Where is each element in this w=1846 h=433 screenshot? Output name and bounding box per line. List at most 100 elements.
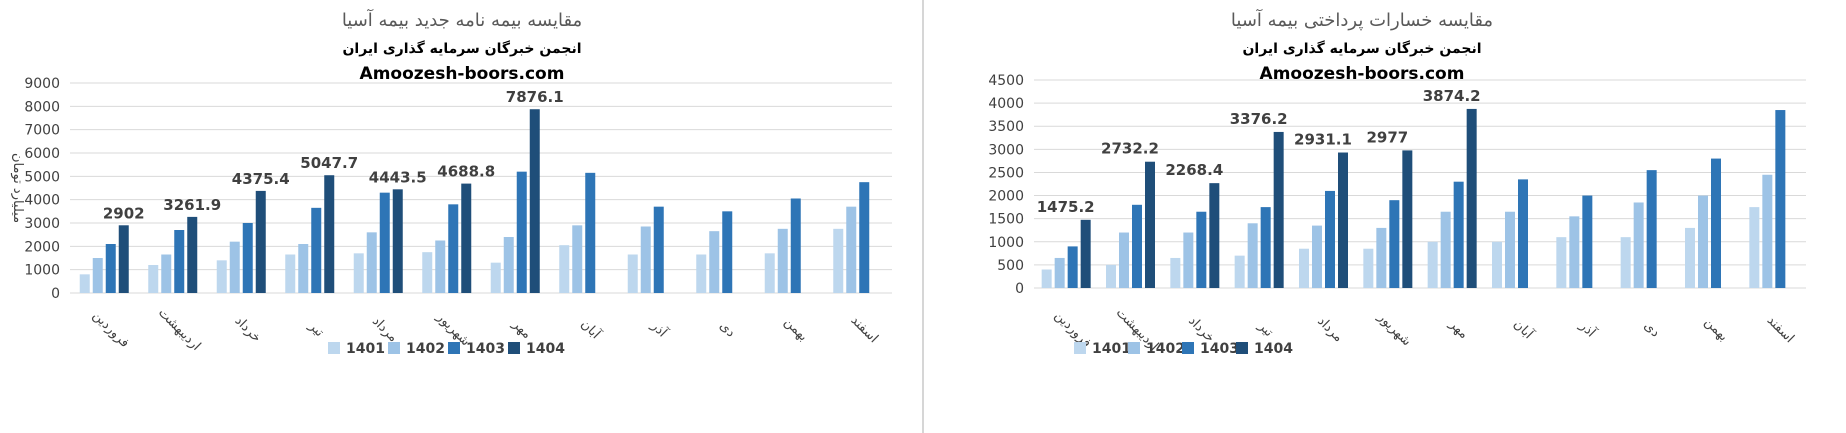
data-label: 4443.5 — [369, 168, 427, 186]
x-category-label: شهریور — [1374, 309, 1414, 349]
bar-1403-12 — [1775, 110, 1786, 289]
bar-1403-9 — [1582, 195, 1593, 288]
bar-1404-7 — [529, 109, 540, 293]
bar-1402-8 — [1505, 211, 1515, 288]
bar-1401-12 — [833, 228, 844, 293]
bar-1403-5 — [1325, 190, 1335, 288]
bar-1401-10 — [1620, 237, 1631, 288]
legend-swatch-1403 — [448, 342, 460, 354]
y-tick-label: 1000 — [24, 263, 60, 279]
bar-1403-4 — [311, 207, 322, 293]
x-category-label: آذر — [1576, 317, 1601, 342]
data-label: 2268.4 — [1165, 161, 1223, 179]
bar-1404-5 — [1338, 152, 1348, 288]
bar-1401-7 — [1427, 241, 1438, 288]
chart-subtitle: انجمن خبرگان سرمایه گذاری ایران — [342, 40, 581, 57]
bar-1401-11 — [1685, 227, 1695, 288]
x-category-label: اسفند — [1764, 313, 1797, 346]
bar-1404-3 — [1209, 183, 1220, 288]
panel-divider — [922, 0, 924, 433]
bar-1402-12 — [1762, 174, 1773, 288]
data-label: 5047.7 — [300, 154, 358, 172]
bar-1404-1 — [1080, 219, 1091, 288]
bar-1403-7 — [1453, 181, 1464, 288]
bar-1404-7 — [1466, 108, 1477, 288]
bar-1402-10 — [1633, 202, 1644, 288]
x-category-label: دی — [716, 319, 738, 341]
bar-1401-9 — [1556, 237, 1567, 288]
bar-1402-8 — [572, 225, 583, 293]
bar-1403-11 — [790, 198, 801, 293]
bar-1403-3 — [1196, 211, 1207, 288]
bar-1401-11 — [764, 253, 775, 293]
bar-1403-10 — [1646, 170, 1657, 288]
x-category-label: آذر — [647, 317, 672, 342]
x-category-label: آبان — [1510, 315, 1538, 343]
legend-label-1403: 1403 — [1200, 341, 1239, 357]
x-category-label: مهر — [1446, 316, 1472, 342]
y-tick-label: 1000 — [988, 235, 1024, 251]
chart-website: Amoozesh-boors.com — [360, 64, 565, 84]
bar-1402-7 — [1440, 211, 1451, 288]
bar-1402-5 — [1312, 225, 1322, 288]
data-label: 3376.2 — [1230, 110, 1288, 128]
legend-swatch-1401 — [1074, 342, 1086, 354]
x-category-label: بهمن — [1701, 315, 1731, 345]
bar-1401-7 — [490, 262, 501, 293]
x-category-label: فروردین — [1051, 308, 1094, 351]
bar-1403-9 — [653, 206, 664, 293]
bar-1401-10 — [696, 254, 707, 293]
bar-1402-9 — [640, 226, 651, 293]
legend-swatch-1402 — [1128, 342, 1140, 354]
legend-label-1402: 1402 — [406, 341, 445, 357]
legend-label-1401: 1401 — [1092, 341, 1131, 357]
legend-label-1401: 1401 — [346, 341, 385, 357]
bar-1401-4 — [1234, 255, 1245, 288]
x-category-label: فروردین — [89, 308, 132, 351]
bar-1401-6 — [1363, 248, 1374, 288]
data-label: 2732.2 — [1101, 140, 1159, 158]
legend-label-1404: 1404 — [526, 341, 565, 357]
y-tick-label: 9000 — [24, 76, 60, 92]
data-label: 2931.1 — [1294, 131, 1352, 149]
bar-1403-4 — [1260, 207, 1271, 288]
bar-1402-6 — [435, 240, 446, 293]
legend-swatch-1404 — [508, 342, 520, 354]
bar-1404-5 — [392, 189, 403, 293]
x-category-label: دی — [1641, 319, 1663, 341]
data-label: 3874.2 — [1423, 87, 1481, 105]
legend-label-1403: 1403 — [466, 341, 505, 357]
legend-label-1402: 1402 — [1146, 341, 1185, 357]
bar-1401-12 — [1749, 207, 1760, 288]
bar-1403-6 — [1389, 200, 1400, 288]
bar-1401-1 — [1041, 269, 1052, 288]
bar-1401-2 — [148, 265, 159, 293]
bar-1403-2 — [1132, 204, 1142, 288]
x-category-label: اسفند — [848, 313, 881, 346]
y-tick-label: 0 — [1015, 281, 1024, 297]
y-axis-label: میلیارد تومان — [10, 153, 25, 223]
x-category-label: مرداد — [1314, 314, 1345, 345]
bar-1403-2 — [174, 230, 185, 293]
legend-swatch-1404 — [1236, 342, 1248, 354]
data-label: 1475.2 — [1037, 198, 1095, 216]
y-tick-label: 500 — [997, 258, 1024, 274]
bar-1404-2 — [1145, 161, 1155, 288]
y-tick-label: 3000 — [24, 216, 60, 232]
bar-1404-4 — [324, 175, 335, 293]
bar-1403-6 — [448, 204, 459, 293]
legend-swatch-1402 — [388, 342, 400, 354]
y-tick-label: 2000 — [24, 239, 60, 255]
bar-1403-11 — [1711, 158, 1721, 288]
y-tick-label: 3000 — [988, 142, 1024, 158]
bar-1403-10 — [722, 211, 733, 293]
bar-1402-2 — [1119, 232, 1129, 288]
y-tick-label: 7000 — [24, 123, 60, 139]
chart-website: Amoozesh-boors.com — [1260, 64, 1465, 84]
y-tick-label: 3500 — [988, 119, 1024, 135]
y-tick-label: 8000 — [24, 99, 60, 115]
bar-1402-9 — [1569, 216, 1580, 288]
x-category-label: خرداد — [232, 313, 264, 345]
bar-1402-1 — [1054, 257, 1065, 288]
new-policies-chart-svg: مقایسه بیمه نامه جدید بیمه آسیا انجمن خبر… — [10, 8, 892, 357]
